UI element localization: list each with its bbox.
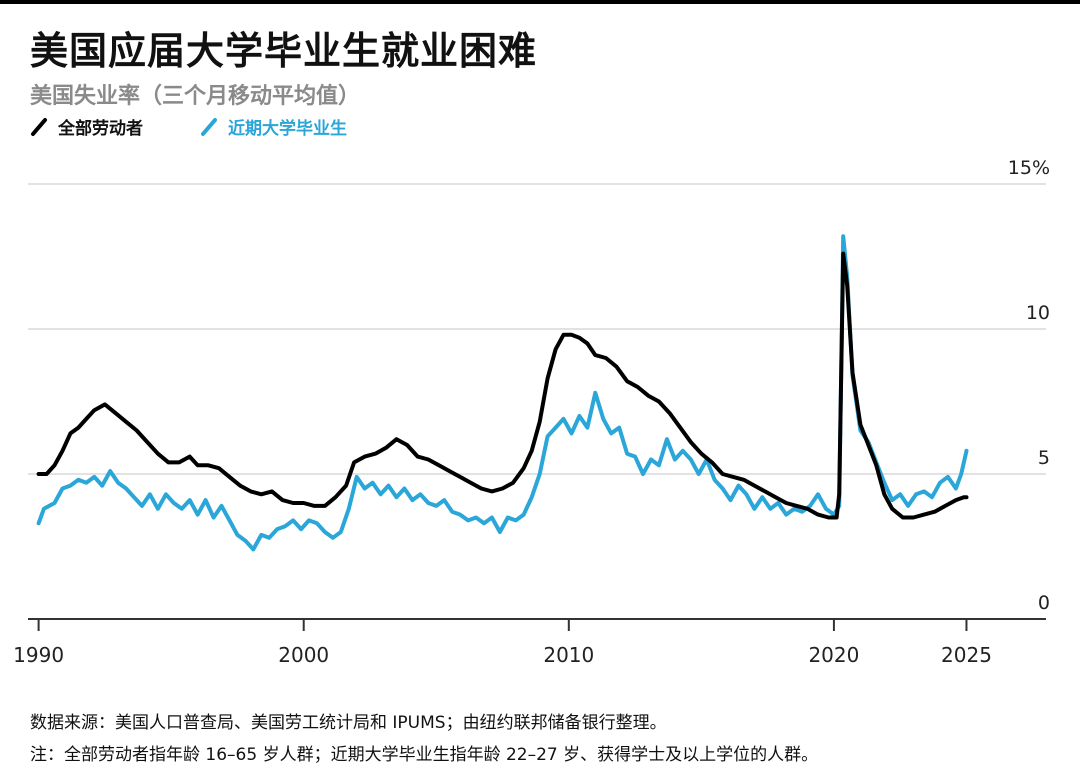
legend-label-recent-grads: 近期大学毕业生 (228, 118, 347, 139)
x-tick-label: 2025 (941, 643, 992, 667)
legend-swatch-recent-grads (201, 118, 217, 136)
y-tick-label: 0 (1038, 592, 1050, 614)
y-tick-labels: 0 5 10 15% (1008, 157, 1050, 614)
chart-title: 美国应届大学毕业生就业困难 (30, 29, 538, 73)
legend-swatch-all-workers (31, 118, 47, 136)
x-axis (28, 618, 1046, 631)
definition-note: 注：全部劳动者指年龄 16–65 岁人群；近期大学毕业生指年龄 22–27 岁、… (30, 745, 819, 765)
x-tick-label: 1990 (13, 643, 64, 667)
legend-label-all-workers: 全部劳动者 (58, 118, 143, 139)
legend-item-all-workers: 全部劳动者 (30, 112, 143, 140)
source-note: 数据来源：美国人口普查局、美国劳工统计局和 IPUMS；由纽约联邦储备银行整理。 (30, 713, 667, 733)
x-tick-label: 2000 (278, 643, 329, 667)
series-lines (36, 234, 969, 552)
series-line-recent-grads (36, 234, 969, 552)
y-tick-label: 15% (1008, 157, 1050, 179)
x-tick-label: 2020 (808, 643, 859, 667)
top-rule (0, 0, 1080, 4)
x-tick-labels: 1990 2000 2010 2020 2025 (13, 643, 992, 667)
grid-lines (28, 183, 1046, 475)
series-line-all-workers (36, 251, 969, 520)
y-tick-label: 5 (1038, 447, 1050, 469)
x-tick-label: 2010 (543, 643, 594, 667)
y-tick-label: 10 (1026, 302, 1050, 324)
chart-subtitle: 美国失业率（三个月移动平均值） (30, 84, 361, 109)
legend-item-recent-grads: 近期大学毕业生 (200, 112, 347, 140)
